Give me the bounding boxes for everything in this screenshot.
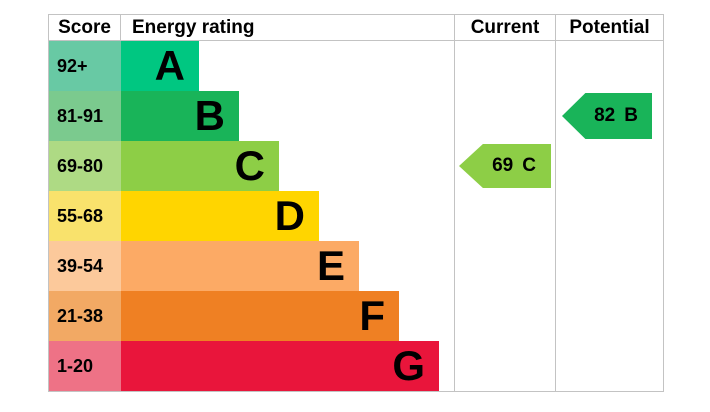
band-f-score: 21-38 <box>49 291 121 341</box>
potential-column-body: 82 B <box>556 41 663 391</box>
potential-letter: B <box>624 105 638 126</box>
band-row: D <box>121 191 454 241</box>
epc-table: Score 92+ 81-91 69-80 55-68 39-54 21-38 … <box>48 14 664 392</box>
band-row: C <box>121 141 454 191</box>
band-d-bar: D <box>121 191 319 241</box>
band-row: A <box>121 41 454 91</box>
current-arrow: 69 C <box>459 144 551 188</box>
header-current: Current <box>455 15 555 41</box>
header-potential: Potential <box>556 15 663 41</box>
band-g-score: 1-20 <box>49 341 121 391</box>
header-score: Score <box>49 15 121 41</box>
band-d-score: 55-68 <box>49 191 121 241</box>
band-a-score: 92+ <box>49 41 121 91</box>
band-c-score: 69-80 <box>49 141 121 191</box>
potential-column: Potential 82 B <box>556 15 663 391</box>
band-f-bar: F <box>121 291 399 341</box>
band-c-bar: C <box>121 141 279 191</box>
current-value: 69 <box>492 155 514 176</box>
band-b-score: 81-91 <box>49 91 121 141</box>
energy-rating-column: Energy rating A B C D E F G <box>121 15 454 391</box>
current-column: Current 69 C <box>454 15 556 391</box>
band-g-bar: G <box>121 341 439 391</box>
band-b-bar: B <box>121 91 239 141</box>
potential-arrow: 82 B <box>562 93 652 139</box>
band-row: E <box>121 241 454 291</box>
band-row: G <box>121 341 454 391</box>
current-letter: C <box>522 155 536 176</box>
band-e-bar: E <box>121 241 359 291</box>
potential-value: 82 <box>594 105 616 126</box>
score-column: Score 92+ 81-91 69-80 55-68 39-54 21-38 … <box>49 15 121 391</box>
band-row: B <box>121 91 454 141</box>
band-row: F <box>121 291 454 341</box>
band-e-score: 39-54 <box>49 241 121 291</box>
band-a-bar: A <box>121 41 199 91</box>
current-column-body: 69 C <box>455 41 555 391</box>
header-energy-rating: Energy rating <box>121 15 454 41</box>
